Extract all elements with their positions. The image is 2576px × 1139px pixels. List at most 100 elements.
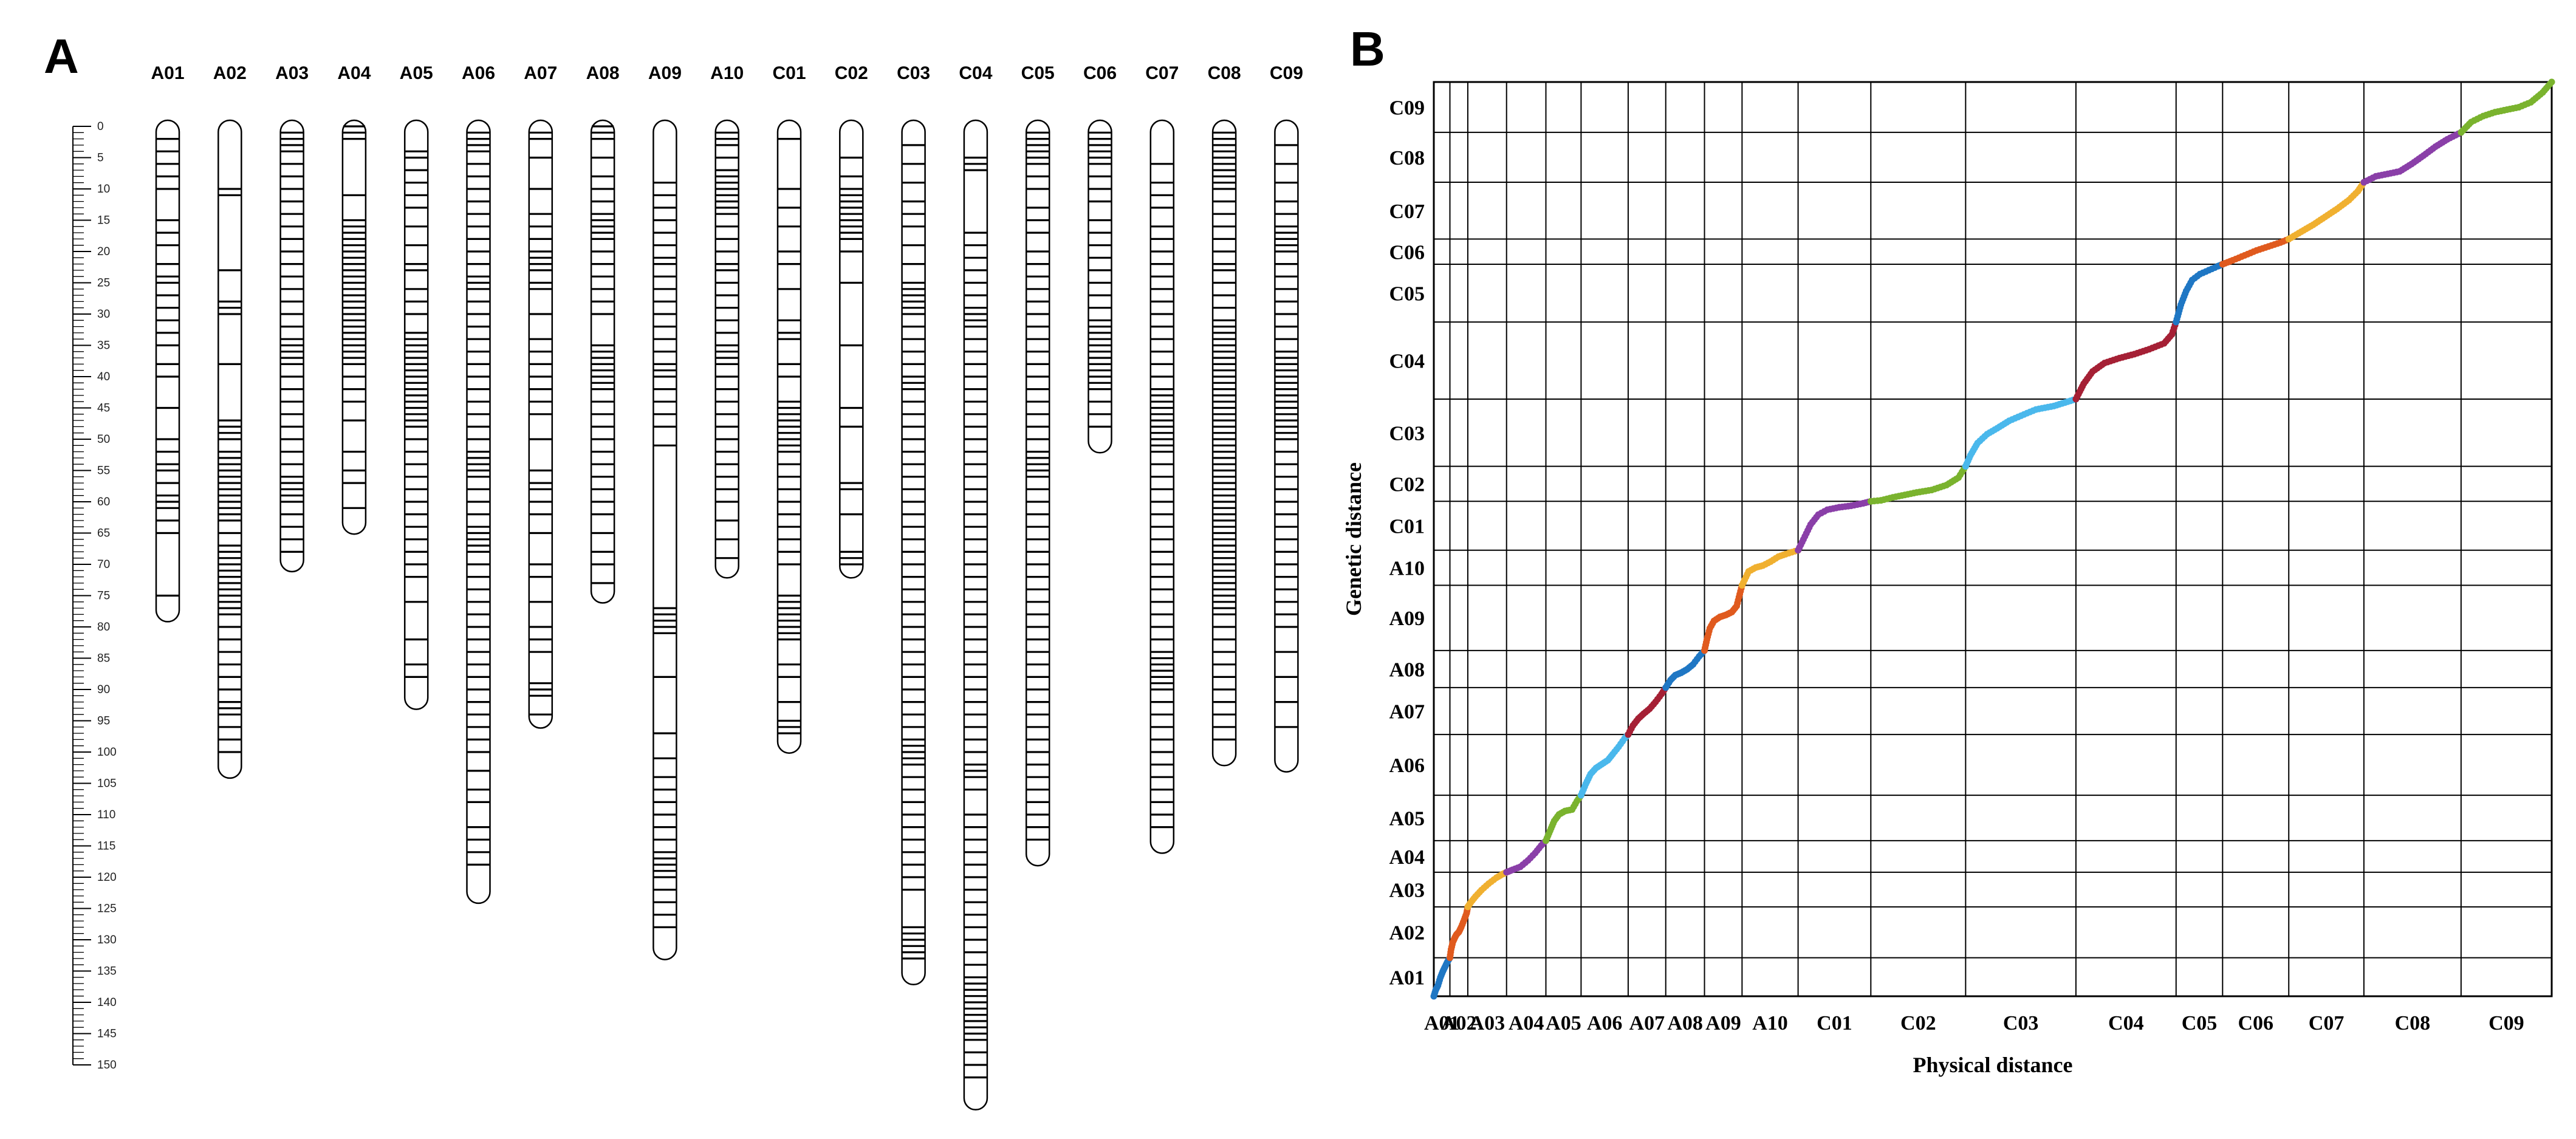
y-tick-label: C03 bbox=[1389, 422, 1425, 445]
chromosome-A06: A06 bbox=[462, 63, 495, 905]
ruler-tick-label: 75 bbox=[97, 590, 110, 603]
x-tick-label: C05 bbox=[2182, 1012, 2218, 1035]
y-tick-label: C02 bbox=[1389, 473, 1425, 496]
x-tick-label: C01 bbox=[1817, 1012, 1852, 1035]
chromosome-A05: A05 bbox=[400, 63, 433, 710]
chromosome-label: A06 bbox=[462, 63, 495, 83]
x-tick-label: C09 bbox=[2489, 1012, 2524, 1035]
chromosome-C05: C05 bbox=[1021, 63, 1055, 867]
ruler-tick-label: 5 bbox=[97, 152, 104, 165]
chromosome-label: A09 bbox=[648, 63, 682, 83]
chromosome-A04: A04 bbox=[337, 63, 371, 535]
x-tick-label: A06 bbox=[1587, 1012, 1623, 1035]
ruler-tick-label: 85 bbox=[97, 652, 110, 665]
chromosome-A08: A08 bbox=[586, 63, 620, 604]
chromosome-label: C08 bbox=[1208, 63, 1241, 83]
chromosome-body bbox=[1088, 119, 1112, 454]
plot-frame bbox=[1433, 81, 2553, 997]
x-tick-label: A01 bbox=[1424, 1012, 1460, 1035]
chromosome-body bbox=[1025, 119, 1050, 867]
plot-grid bbox=[1433, 81, 2553, 997]
chromosome-label: C04 bbox=[959, 63, 992, 83]
panel-a-letter: A bbox=[44, 29, 79, 83]
ruler-tick-label: 90 bbox=[97, 683, 110, 696]
y-tick-label: A04 bbox=[1389, 846, 1425, 869]
ruler-tick-label: 115 bbox=[97, 840, 115, 853]
plot-points bbox=[1430, 78, 2555, 1000]
chromosome-body bbox=[839, 119, 864, 579]
x-tick-label: A10 bbox=[1752, 1012, 1788, 1035]
x-tick-label: A05 bbox=[1546, 1012, 1581, 1035]
ruler-tick-label: 140 bbox=[97, 996, 117, 1009]
y-tick-label: A06 bbox=[1389, 754, 1425, 777]
ruler-tick-label: 130 bbox=[97, 934, 117, 946]
x-tick-label: C03 bbox=[2003, 1012, 2039, 1035]
ruler-tick-label: 20 bbox=[97, 245, 110, 258]
x-tick-label: C07 bbox=[2309, 1012, 2345, 1035]
chromosome-body bbox=[653, 119, 677, 960]
chromosome-label: A02 bbox=[213, 63, 247, 83]
chromosome-label: C06 bbox=[1083, 63, 1117, 83]
chromosome-body bbox=[590, 119, 615, 604]
ruler-tick-label: 25 bbox=[97, 277, 110, 290]
chromosome-label: C03 bbox=[897, 63, 930, 83]
ruler-tick-label: 70 bbox=[97, 558, 110, 571]
chromosome-label: C02 bbox=[835, 63, 868, 83]
ruler-tick-label: 50 bbox=[97, 433, 110, 446]
chromosome-C01: C01 bbox=[772, 63, 806, 754]
chromosome-label: A07 bbox=[524, 63, 557, 83]
x-tick-label: A03 bbox=[1470, 1012, 1506, 1035]
chromosome-label: A03 bbox=[275, 63, 309, 83]
x-tick-label: A07 bbox=[1629, 1012, 1665, 1035]
ruler-tick-label: 80 bbox=[97, 621, 110, 634]
ruler-tick-label: 30 bbox=[97, 308, 110, 321]
chromosome-A03: A03 bbox=[275, 63, 309, 573]
chromosome-label: C09 bbox=[1270, 63, 1303, 83]
y-axis-label: Genetic distance bbox=[1341, 462, 1366, 616]
ruler-tick-label: 145 bbox=[97, 1028, 117, 1041]
chromosome-body bbox=[218, 119, 242, 779]
ruler-tick-label: 95 bbox=[97, 715, 110, 728]
ruler-tick-label: 120 bbox=[97, 871, 117, 884]
x-tick-label: A09 bbox=[1705, 1012, 1741, 1035]
x-tick-label: A08 bbox=[1667, 1012, 1703, 1035]
y-tick-label: A08 bbox=[1389, 658, 1425, 681]
x-tick-label: C02 bbox=[1900, 1012, 1936, 1035]
ruler-tick-label: 65 bbox=[97, 527, 110, 540]
y-tick-label: A01 bbox=[1389, 966, 1425, 989]
chromosome-A01: A01 bbox=[151, 63, 185, 623]
y-tick-label: A05 bbox=[1389, 807, 1425, 830]
x-tick-label: A04 bbox=[1509, 1012, 1544, 1035]
chromosome-label: A01 bbox=[151, 63, 184, 83]
ruler-tick-label: 125 bbox=[97, 903, 117, 915]
y-tick-label: C05 bbox=[1389, 283, 1425, 306]
chromosome-body bbox=[776, 119, 802, 754]
y-tick-label: A03 bbox=[1389, 879, 1425, 901]
ruler-tick-label: 135 bbox=[97, 965, 117, 978]
ruler-tick-label: 0 bbox=[97, 120, 104, 133]
chromosome-body bbox=[466, 119, 491, 905]
chromosome-body bbox=[1149, 119, 1175, 854]
linkage-map-panel: A 0 5 10 15 20 25 30 35 40 45 50 55 60 65 70 75 80 85 90 95… bbox=[44, 29, 1303, 1111]
x-tick-label: C08 bbox=[2395, 1012, 2431, 1035]
x-axis-label: Physical distance bbox=[1913, 1053, 2072, 1077]
chromosome-label: A04 bbox=[337, 63, 371, 83]
y-tick-label: C01 bbox=[1389, 516, 1425, 538]
ruler-tick-label: 60 bbox=[97, 496, 110, 508]
ruler-tick-label: 100 bbox=[97, 746, 117, 759]
chromosome-bars: A01 A02 A03 A04 A05 A06 A07 A08 A09 A10 C01 C02 C03 C… bbox=[151, 63, 1303, 1111]
y-tick-label: A02 bbox=[1389, 922, 1425, 945]
ruler-tick-label: 150 bbox=[97, 1059, 117, 1072]
chromosome-A02: A02 bbox=[213, 63, 247, 779]
chromosome-body bbox=[528, 119, 553, 729]
chromosome-C08: C08 bbox=[1208, 63, 1241, 767]
y-tick-label: C08 bbox=[1389, 147, 1425, 169]
chromosome-body bbox=[155, 119, 180, 623]
chromosome-label: A05 bbox=[400, 63, 433, 83]
chromosome-C02: C02 bbox=[835, 63, 868, 579]
chromosome-label: C07 bbox=[1145, 63, 1179, 83]
chromosome-A10: A10 bbox=[710, 63, 744, 579]
x-tick-label: A02 bbox=[1441, 1012, 1477, 1035]
